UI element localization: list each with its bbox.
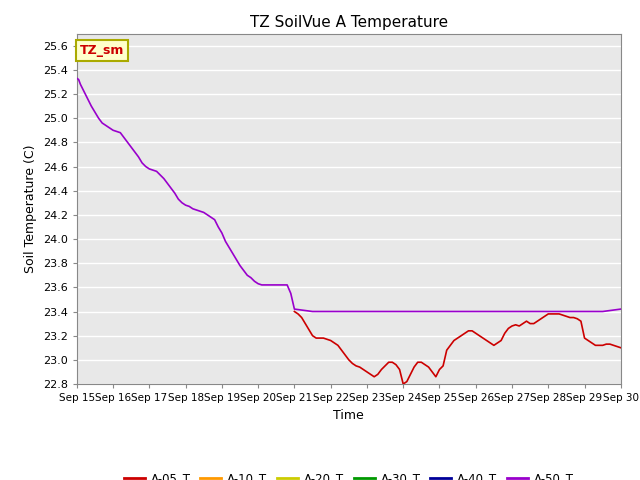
X-axis label: Time: Time (333, 408, 364, 421)
Legend: A-05_T, A-10_T, A-20_T, A-30_T, A-40_T, A-50_T: A-05_T, A-10_T, A-20_T, A-30_T, A-40_T, … (119, 468, 579, 480)
Title: TZ SoilVue A Temperature: TZ SoilVue A Temperature (250, 15, 448, 30)
Text: TZ_sm: TZ_sm (79, 44, 124, 57)
Y-axis label: Soil Temperature (C): Soil Temperature (C) (24, 144, 37, 273)
